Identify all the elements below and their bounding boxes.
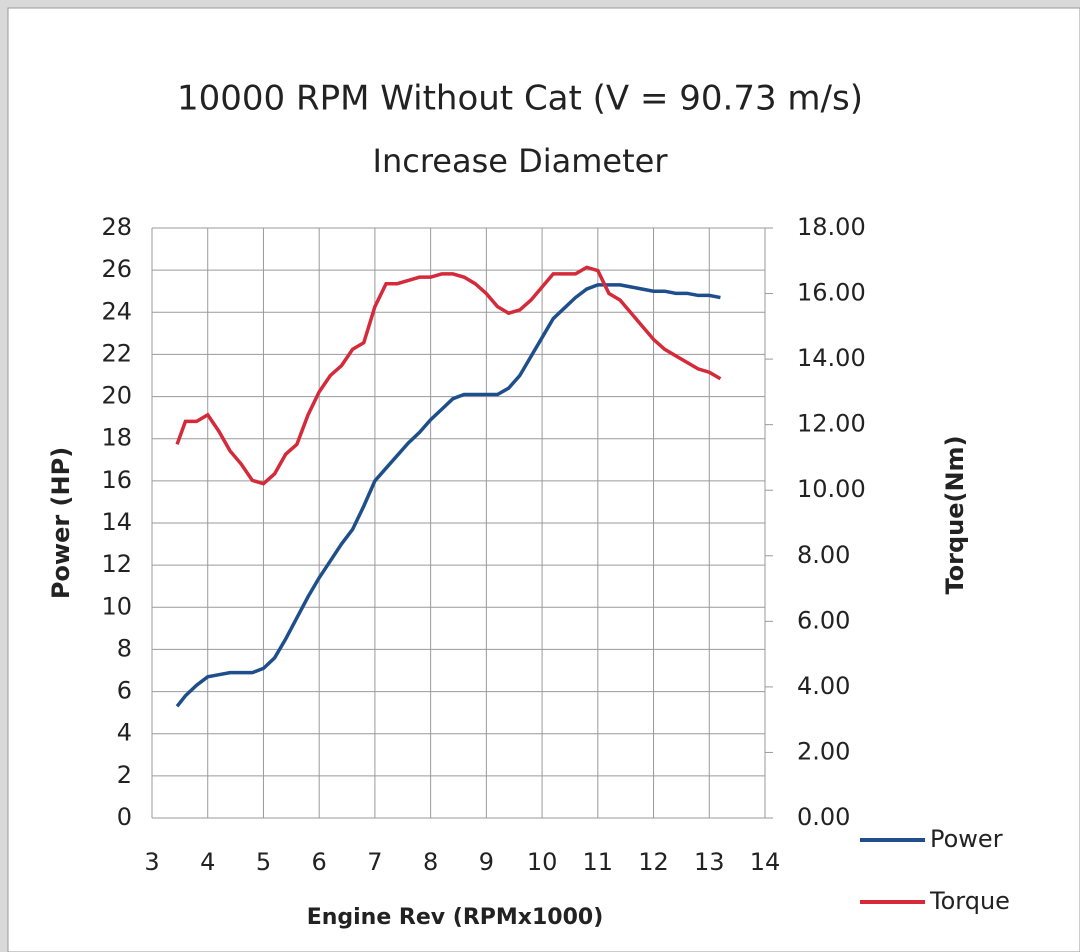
y2-tick-label: 6.00 bbox=[797, 606, 850, 634]
y-tick-label: 24 bbox=[101, 297, 132, 325]
y2-tick-label: 8.00 bbox=[797, 541, 850, 569]
y2-tick-label: 0.00 bbox=[797, 803, 850, 831]
y2-tick-label: 10.00 bbox=[797, 475, 866, 503]
y-tick-label: 6 bbox=[117, 677, 132, 705]
chart: 10000 RPM Without Cat (V = 90.73 m/s) In… bbox=[0, 0, 1080, 952]
x-tick-label: 3 bbox=[144, 848, 159, 876]
y2-tick-label: 2.00 bbox=[797, 737, 850, 765]
x-tick-label: 4 bbox=[200, 848, 215, 876]
y-tick-label: 22 bbox=[101, 339, 132, 367]
x-tick-label: 8 bbox=[423, 848, 438, 876]
y-tick-label: 20 bbox=[101, 382, 132, 410]
y-tick-label: 10 bbox=[101, 592, 132, 620]
y-axis-label: Power (HP) bbox=[47, 447, 75, 599]
y-tick-label: 18 bbox=[101, 424, 132, 452]
y2-tick-label: 16.00 bbox=[797, 279, 866, 307]
y2-tick-label: 4.00 bbox=[797, 672, 850, 700]
chart-subtitle: Increase Diameter bbox=[373, 142, 669, 180]
y2-axis-label: Torque(Nm) bbox=[941, 435, 969, 594]
y-tick-label: 8 bbox=[117, 634, 132, 662]
x-tick-label: 7 bbox=[367, 848, 382, 876]
legend-label: Torque bbox=[929, 887, 1010, 915]
x-tick-label: 14 bbox=[750, 848, 781, 876]
y-tick-label: 2 bbox=[117, 761, 132, 789]
y-tick-label: 26 bbox=[101, 255, 132, 283]
x-tick-label: 11 bbox=[583, 848, 614, 876]
y-tick-label: 0 bbox=[117, 803, 132, 831]
y-tick-label: 16 bbox=[101, 466, 132, 494]
y-tick-label: 14 bbox=[101, 508, 132, 536]
y-tick-label: 28 bbox=[101, 213, 132, 241]
y-tick-label: 12 bbox=[101, 550, 132, 578]
x-tick-label: 6 bbox=[312, 848, 327, 876]
x-tick-label: 5 bbox=[256, 848, 271, 876]
y2-tick-label: 14.00 bbox=[797, 344, 866, 372]
x-tick-label: 9 bbox=[479, 848, 494, 876]
x-tick-label: 10 bbox=[527, 848, 558, 876]
y2-tick-label: 12.00 bbox=[797, 410, 866, 438]
x-axis-label: Engine Rev (RPMx1000) bbox=[307, 905, 604, 930]
legend-label: Power bbox=[930, 825, 1003, 853]
x-tick-label: 13 bbox=[694, 848, 725, 876]
x-tick-label: 12 bbox=[638, 848, 669, 876]
y2-tick-label: 18.00 bbox=[797, 213, 866, 241]
chart-title: 10000 RPM Without Cat (V = 90.73 m/s) bbox=[177, 79, 863, 119]
y-tick-label: 4 bbox=[117, 719, 132, 747]
